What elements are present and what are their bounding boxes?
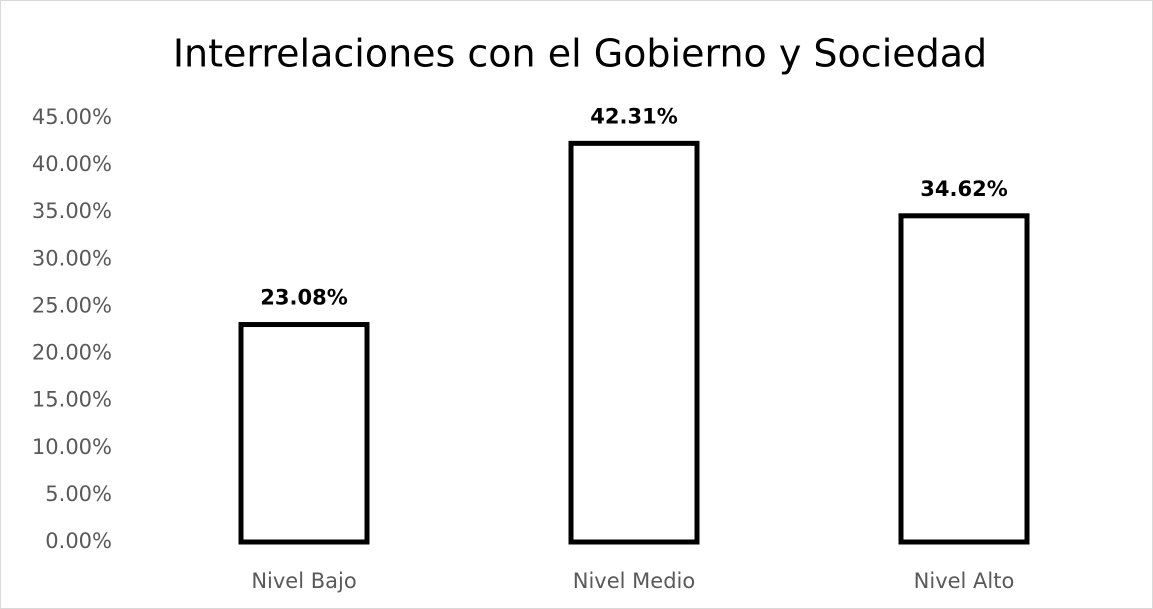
data-label: 23.08% [260, 286, 347, 310]
bar [568, 140, 700, 545]
y-tick-label: 30.00% [32, 246, 112, 270]
bar [238, 322, 370, 545]
y-tick-label: 10.00% [32, 435, 112, 459]
chart-title: Interrelaciones con el Gobierno y Socied… [173, 32, 987, 76]
y-tick-label: 25.00% [32, 293, 112, 317]
y-tick-label: 45.00% [32, 105, 112, 129]
x-tick-label: Nivel Medio [573, 569, 695, 593]
x-tick-label: Nivel Alto [914, 569, 1015, 593]
x-tick-label: Nivel Bajo [251, 569, 356, 593]
y-tick-label: 20.00% [32, 341, 112, 365]
data-label: 34.62% [920, 177, 1007, 201]
y-tick-label: 35.00% [32, 199, 112, 223]
bar [898, 213, 1030, 545]
y-tick-label: 0.00% [45, 529, 112, 553]
y-tick-label: 40.00% [32, 152, 112, 176]
y-tick-label: 5.00% [45, 482, 112, 506]
data-label: 42.31% [590, 104, 677, 128]
y-tick-label: 15.00% [32, 388, 112, 412]
